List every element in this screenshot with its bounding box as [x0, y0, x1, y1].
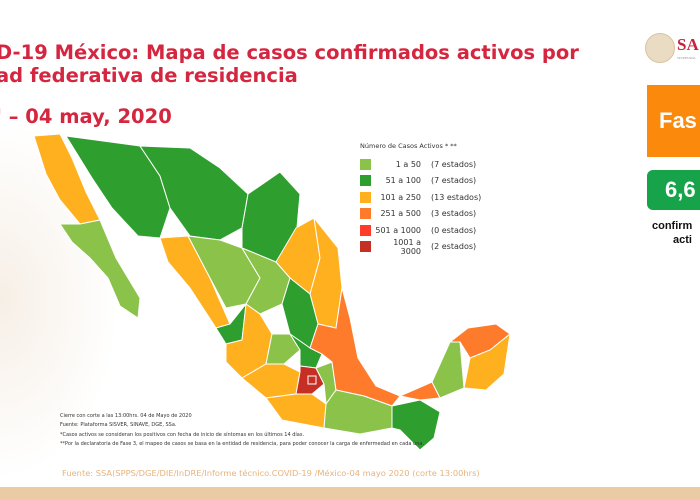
- legend-item: 1 a 50 (7 estados): [360, 156, 481, 173]
- logo-text: SA: [677, 35, 699, 54]
- legend-item: 101 a 250 (13 estados): [360, 189, 481, 206]
- state-guanajuato: [265, 333, 301, 365]
- mexico-map: [33, 133, 511, 451]
- legend-item: 1001 a 3000 (2 estados): [360, 237, 481, 256]
- legend-range: 251 a 500: [380, 209, 421, 219]
- logo-subtext: SECRETARÍA: [677, 56, 696, 60]
- legend-count: (3 estados): [431, 209, 477, 219]
- legend: Número de Casos Activos * ** 1 a 50 (7 es…: [360, 142, 481, 256]
- bottom-bar: [0, 487, 700, 500]
- date-range: ' – 04 may, 2020: [0, 105, 172, 128]
- legend-range: 1001 a 3000: [393, 237, 421, 256]
- legend-item: 251 a 500 (3 estados): [360, 206, 481, 223]
- page-title-line2: ad federativa de residencia: [0, 64, 298, 87]
- page-title-line1: D-19 México: Mapa de casos confirmados a…: [0, 41, 579, 64]
- legend-range: 51 a 100: [385, 176, 421, 186]
- coat-of-arms-logo: [645, 33, 675, 63]
- legend-swatch: [360, 208, 371, 220]
- state-baja-california-sur: [59, 219, 141, 319]
- source-text: Fuente: SSA(SPPS/DGE/DIE/InDRE/Informe t…: [62, 468, 480, 478]
- legend-swatch: [360, 191, 371, 203]
- footnote: **Por la declaratoria de Fase 3, el mape…: [60, 441, 425, 448]
- legend-swatch: [360, 158, 371, 170]
- count-caption-line1: confirm: [652, 220, 693, 232]
- legend-count: (7 estados): [431, 159, 477, 169]
- legend-swatch: [360, 241, 371, 253]
- state-chihuahua: [139, 145, 249, 241]
- phase-box: Fas: [647, 85, 700, 157]
- legend-count: (13 estados): [431, 192, 482, 202]
- footnote: *Casos activos se consideran los positiv…: [60, 431, 305, 438]
- legend-count: (7 estados): [431, 176, 477, 186]
- legend-item: 501 a 1000 (0 estados): [360, 222, 481, 239]
- state-quintana-roo: [463, 332, 511, 391]
- legend-swatch: [360, 175, 371, 187]
- legend-item: 51 a 100 (7 estados): [360, 173, 481, 190]
- state-campeche: [431, 341, 465, 399]
- state-cdmx: [307, 375, 317, 385]
- legend-swatch: [360, 224, 371, 236]
- footnote: Cierre con corte a las 13:00hrs. 04 de M…: [60, 413, 192, 419]
- legend-count: (2 estados): [431, 242, 477, 252]
- legend-title: Número de Casos Activos * **: [360, 142, 457, 150]
- active-count-box: 6,6: [647, 170, 700, 210]
- state-chiapas: [391, 399, 441, 451]
- legend-count: (0 estados): [431, 225, 477, 235]
- legend-range: 501 a 1000: [375, 225, 421, 235]
- footnotes: Cierre con corte a las 13:00hrs. 04 de M…: [60, 412, 424, 450]
- count-caption-line2: acti: [673, 234, 692, 246]
- legend-range: 1 a 50: [395, 159, 421, 169]
- footnote: Fuente: Plataforma SISVER, SINAVE, DGE, …: [60, 422, 177, 429]
- state-zacatecas: [240, 246, 291, 315]
- legend-range: 101 a 250: [380, 192, 421, 202]
